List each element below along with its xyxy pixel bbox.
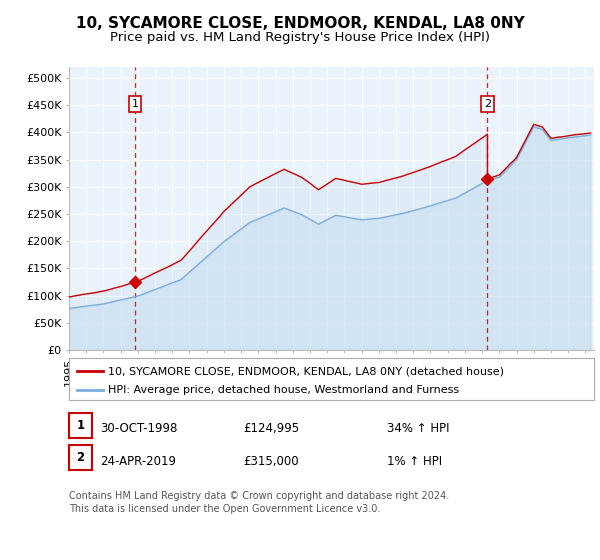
Text: HPI: Average price, detached house, Westmorland and Furness: HPI: Average price, detached house, West… xyxy=(109,385,460,395)
Text: 1: 1 xyxy=(76,419,85,432)
Text: 2: 2 xyxy=(484,99,491,109)
Text: 10, SYCAMORE CLOSE, ENDMOOR, KENDAL, LA8 0NY: 10, SYCAMORE CLOSE, ENDMOOR, KENDAL, LA8… xyxy=(76,16,524,31)
Text: 24-APR-2019: 24-APR-2019 xyxy=(100,455,176,468)
Text: Price paid vs. HM Land Registry's House Price Index (HPI): Price paid vs. HM Land Registry's House … xyxy=(110,31,490,44)
Text: £124,995: £124,995 xyxy=(243,422,299,436)
Text: £315,000: £315,000 xyxy=(243,455,299,468)
Text: 10, SYCAMORE CLOSE, ENDMOOR, KENDAL, LA8 0NY (detached house): 10, SYCAMORE CLOSE, ENDMOOR, KENDAL, LA8… xyxy=(109,366,505,376)
Text: 30-OCT-1998: 30-OCT-1998 xyxy=(100,422,178,436)
Text: 1: 1 xyxy=(131,99,139,109)
Text: 34% ↑ HPI: 34% ↑ HPI xyxy=(387,422,449,436)
Text: 2: 2 xyxy=(76,451,85,464)
Text: 1% ↑ HPI: 1% ↑ HPI xyxy=(387,455,442,468)
Text: Contains HM Land Registry data © Crown copyright and database right 2024.
This d: Contains HM Land Registry data © Crown c… xyxy=(69,491,449,514)
